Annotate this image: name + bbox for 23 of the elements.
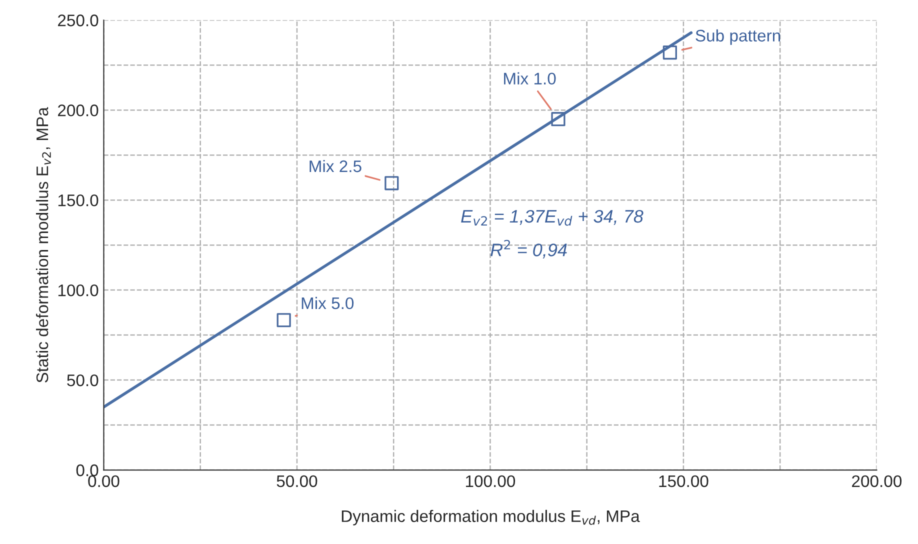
y-axis-title: Static deformation modulus E$_{v2}$, MPa <box>36 107 51 382</box>
point <box>662 45 677 60</box>
y-tick-label: 250.0 <box>58 14 98 26</box>
y-tick-label: 150.0 <box>58 194 98 206</box>
y-tick-label: 50.0 <box>67 374 98 386</box>
x-tick-label: 150.00 <box>659 475 708 488</box>
annotation: E$_{v2}$ = 1,37E$_{vd}$ + 34, 78 <box>461 210 644 226</box>
annotation: Mix 1.0 <box>504 72 556 85</box>
x-tick-label: 50.00 <box>276 475 318 488</box>
point <box>384 176 399 190</box>
annotation: Sub pattern <box>696 29 780 45</box>
annotation: Mix 2.5 <box>310 160 362 172</box>
annotation: R$^{2}$ = 0,94 <box>490 240 567 258</box>
y-tick-label: 200.0 <box>58 104 98 116</box>
point <box>276 313 291 328</box>
annotation: Mix 5.0 <box>302 296 354 310</box>
x-tick-label: 200.00 <box>852 475 902 488</box>
y-tick-label: 100.0 <box>58 284 98 296</box>
x-tick-label: 0.00 <box>88 475 120 488</box>
x-axis-title: Dynamic deformation modulus E$_{vd}$, MPa <box>342 510 640 526</box>
point <box>551 112 566 126</box>
y-tick-label: 0.0 <box>76 464 98 476</box>
x-tick-label: 100.00 <box>466 475 516 488</box>
